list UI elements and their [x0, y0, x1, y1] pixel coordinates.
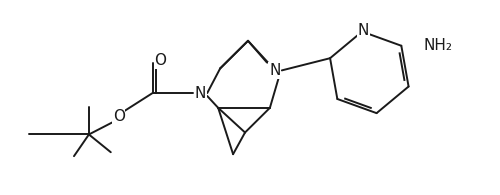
Text: N: N: [358, 23, 369, 38]
Text: N: N: [269, 63, 280, 78]
Text: O: O: [154, 53, 166, 68]
Text: NH₂: NH₂: [423, 38, 452, 53]
Text: N: N: [194, 86, 206, 101]
Text: O: O: [112, 109, 124, 124]
